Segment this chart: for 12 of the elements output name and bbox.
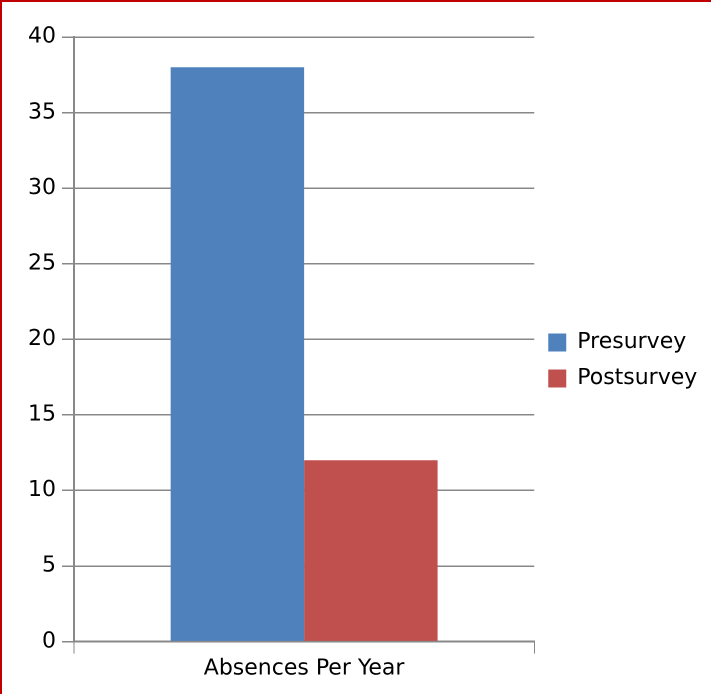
y-tick-label: 0 [42,628,56,654]
legend-label: Presurvey [577,329,686,354]
y-tick-label: 35 [28,99,56,124]
y-tick-label: 40 [28,24,56,49]
y-tick-label: 25 [28,250,56,276]
y-tick-label: 15 [28,402,56,427]
y-tick-label: 20 [28,326,56,352]
y-tick-label: 30 [28,174,56,200]
x-tick-label: Absences Per Year [204,656,406,681]
y-tick-label: 5 [42,552,56,578]
y-tick-label: 10 [28,477,56,502]
legend-label: Postsurvey [577,365,698,390]
